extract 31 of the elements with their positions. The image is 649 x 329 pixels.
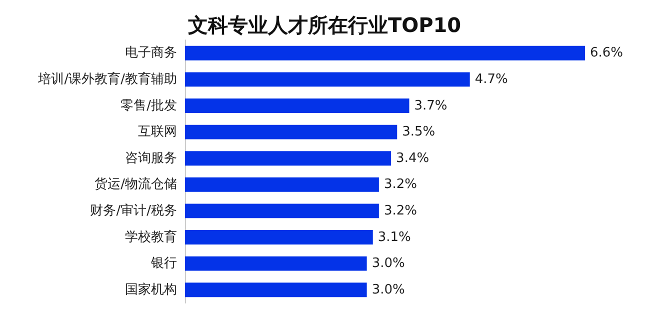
bar xyxy=(185,177,379,192)
data-label: 3.1% xyxy=(378,230,411,245)
chart-title: 文科专业人才所在行业TOP10 xyxy=(186,13,462,37)
y-tick-label: 培训/课外教育/教育辅助 xyxy=(37,70,177,87)
y-tick-label: 互联网 xyxy=(138,124,177,140)
bar xyxy=(185,282,367,298)
bar xyxy=(185,204,379,218)
bar xyxy=(185,256,367,271)
data-label: 3.5% xyxy=(402,124,436,140)
bar xyxy=(185,230,373,244)
data-label: 3.4% xyxy=(396,150,430,166)
bar xyxy=(185,124,398,140)
y-tick-label: 货运/物流仓储 xyxy=(94,176,177,192)
y-tick-label: 零售/批发 xyxy=(120,98,177,114)
data-label: 4.7% xyxy=(474,72,508,87)
bar xyxy=(185,72,470,87)
data-label: 3.2% xyxy=(384,203,417,218)
y-tick-label: 电子商务 xyxy=(125,46,177,61)
data-label: 3.7% xyxy=(414,98,448,114)
data-label: 3.2% xyxy=(384,177,417,192)
y-tick-label: 学校教育 xyxy=(125,228,177,245)
y-tick-label: 国家机构 xyxy=(125,281,177,298)
data-label: 3.0% xyxy=(372,256,405,272)
y-tick-label: 银行 xyxy=(150,256,177,272)
bar xyxy=(185,98,410,113)
data-label: 6.6% xyxy=(590,46,624,61)
data-label: 3.0% xyxy=(372,282,405,298)
y-tick-label: 咨询服务 xyxy=(125,150,177,166)
y-tick-label: 财务/审计/税务 xyxy=(90,202,177,218)
bar xyxy=(185,151,392,166)
bar xyxy=(185,46,585,60)
